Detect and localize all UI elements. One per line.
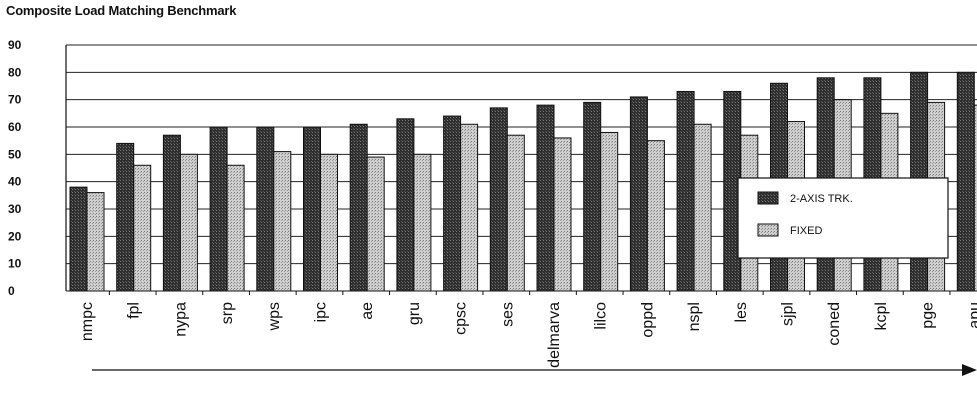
x-tick-label: coned	[826, 302, 843, 346]
y-tick-label: 70	[8, 93, 22, 107]
bar-2axis-trk	[303, 126, 321, 292]
y-tick-label: 10	[8, 257, 22, 271]
bar-fixed	[86, 192, 105, 292]
x-tick-label: srp	[219, 302, 236, 324]
y-tick-label: 0	[8, 284, 15, 298]
legend-swatch	[757, 223, 779, 237]
bar-fixed	[133, 164, 152, 292]
x-tick-label: lilco	[593, 302, 610, 330]
bar-fixed	[506, 134, 525, 292]
x-tick-label: ae	[359, 302, 376, 320]
bar-fixed	[226, 164, 245, 292]
bar-2axis-trk	[209, 126, 228, 292]
bar-fixed	[553, 137, 572, 292]
bar-2axis-trk	[489, 107, 508, 292]
bar-fixed	[600, 131, 619, 292]
x-tick-label: fpl	[126, 302, 143, 319]
bar-2axis-trk	[69, 186, 88, 292]
x-tick-label: apu	[966, 302, 977, 329]
x-tick-label: gru	[406, 302, 423, 325]
bar-2axis-trk	[536, 104, 555, 292]
legend-box	[737, 177, 949, 259]
x-tick-label: kcpl	[873, 302, 890, 330]
x-tick-label: ipc	[313, 302, 330, 322]
x-tick-label: nypa	[172, 302, 189, 337]
y-tick-label: 40	[8, 175, 22, 189]
bar-fixed	[179, 153, 198, 292]
bar-2axis-trk	[443, 115, 462, 292]
bar-2axis-trk	[162, 134, 181, 292]
bar-fixed	[273, 151, 292, 292]
bar-2axis-trk	[116, 142, 135, 292]
y-tick-label: 50	[8, 147, 22, 161]
bar-2axis-trk	[349, 123, 368, 292]
bar-2axis-trk	[676, 90, 695, 292]
bar-fixed	[693, 123, 712, 292]
x-tick-label: nspl	[686, 302, 703, 331]
bar-2axis-trk	[629, 96, 648, 292]
bar-fixed	[366, 156, 385, 292]
x-tick-label: pge	[920, 302, 937, 329]
legend-swatch	[757, 191, 779, 205]
legend-label: FIXED	[790, 225, 822, 237]
y-tick-label: 90	[8, 38, 22, 52]
direction-arrowhead	[962, 364, 977, 376]
bar-2axis-trk	[396, 118, 415, 292]
x-tick-label: wps	[266, 302, 283, 331]
bar-2axis-trk	[256, 126, 275, 292]
y-tick-label: 20	[8, 229, 22, 243]
y-tick-label: 60	[8, 120, 22, 134]
y-tick-label: 80	[8, 65, 22, 79]
bar-2axis-trk	[583, 101, 602, 292]
x-tick-label: cpsc	[453, 302, 470, 335]
x-tick-label: oppd	[639, 302, 656, 338]
x-tick-label: les	[733, 302, 750, 322]
bar-fixed	[320, 153, 338, 292]
legend-label: 2-AXIS TRK.	[790, 193, 853, 205]
x-tick-label: delmarva	[546, 302, 563, 368]
x-tick-label: sjpl	[780, 302, 797, 326]
bar-fixed	[413, 153, 432, 292]
bar-fixed	[460, 123, 479, 292]
bar-2axis-trk	[956, 71, 975, 292]
chart-title: Composite Load Matching Benchmark	[6, 3, 237, 18]
y-tick-label: 30	[8, 202, 22, 216]
bar-fixed	[973, 104, 977, 292]
x-tick-label: nmpc	[79, 302, 96, 341]
x-tick-label: ses	[499, 302, 516, 327]
bar-fixed	[646, 140, 665, 292]
